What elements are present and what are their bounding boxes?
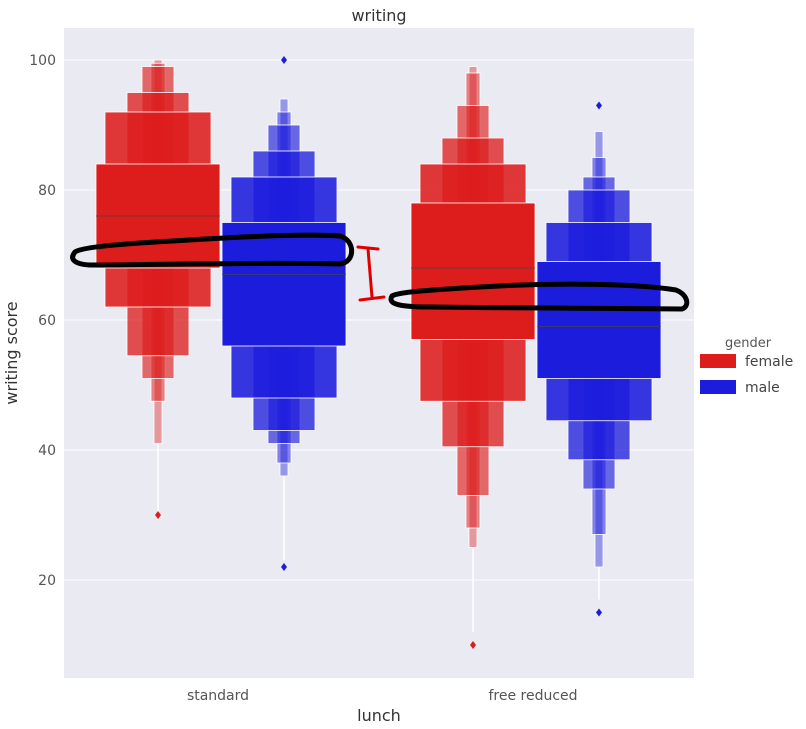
x-tick-label: free reduced	[488, 688, 577, 704]
legend-swatch-female	[700, 354, 736, 368]
annotation-bracket	[356, 245, 386, 302]
outlier-point	[281, 56, 287, 64]
legend: gender female male	[700, 336, 793, 396]
legend-swatch-male	[700, 380, 736, 394]
outlier-point	[596, 101, 602, 110]
y-tick-label: 60	[38, 313, 56, 329]
tick-labels: 20 40 60 80 100 standard free reduced	[29, 53, 577, 704]
annotations	[70, 232, 690, 312]
boxen-box	[221, 222, 347, 347]
legend-title: gender	[725, 336, 772, 351]
boxen-marks	[95, 56, 662, 649]
outlier-point	[155, 511, 161, 519]
y-tick-label: 100	[29, 53, 56, 69]
annotation-loop-free-reduced	[388, 281, 690, 312]
boxen-box	[410, 202, 536, 340]
y-tick-label: 80	[38, 183, 56, 199]
y-tick-label: 20	[38, 573, 56, 589]
x-axis-title: lunch	[357, 706, 401, 725]
y-tick-label: 40	[38, 443, 56, 459]
boxen-box	[536, 261, 662, 379]
outlier-point	[596, 608, 602, 617]
annotation-loop-standard	[70, 232, 355, 268]
y-axis-title: writing score	[2, 301, 21, 404]
chart-title: writing	[351, 6, 406, 25]
legend-label-male: male	[745, 380, 780, 396]
outlier-point	[470, 641, 476, 649]
legend-label-female: female	[745, 354, 793, 370]
x-tick-label: standard	[187, 688, 249, 704]
outlier-point	[281, 563, 287, 571]
